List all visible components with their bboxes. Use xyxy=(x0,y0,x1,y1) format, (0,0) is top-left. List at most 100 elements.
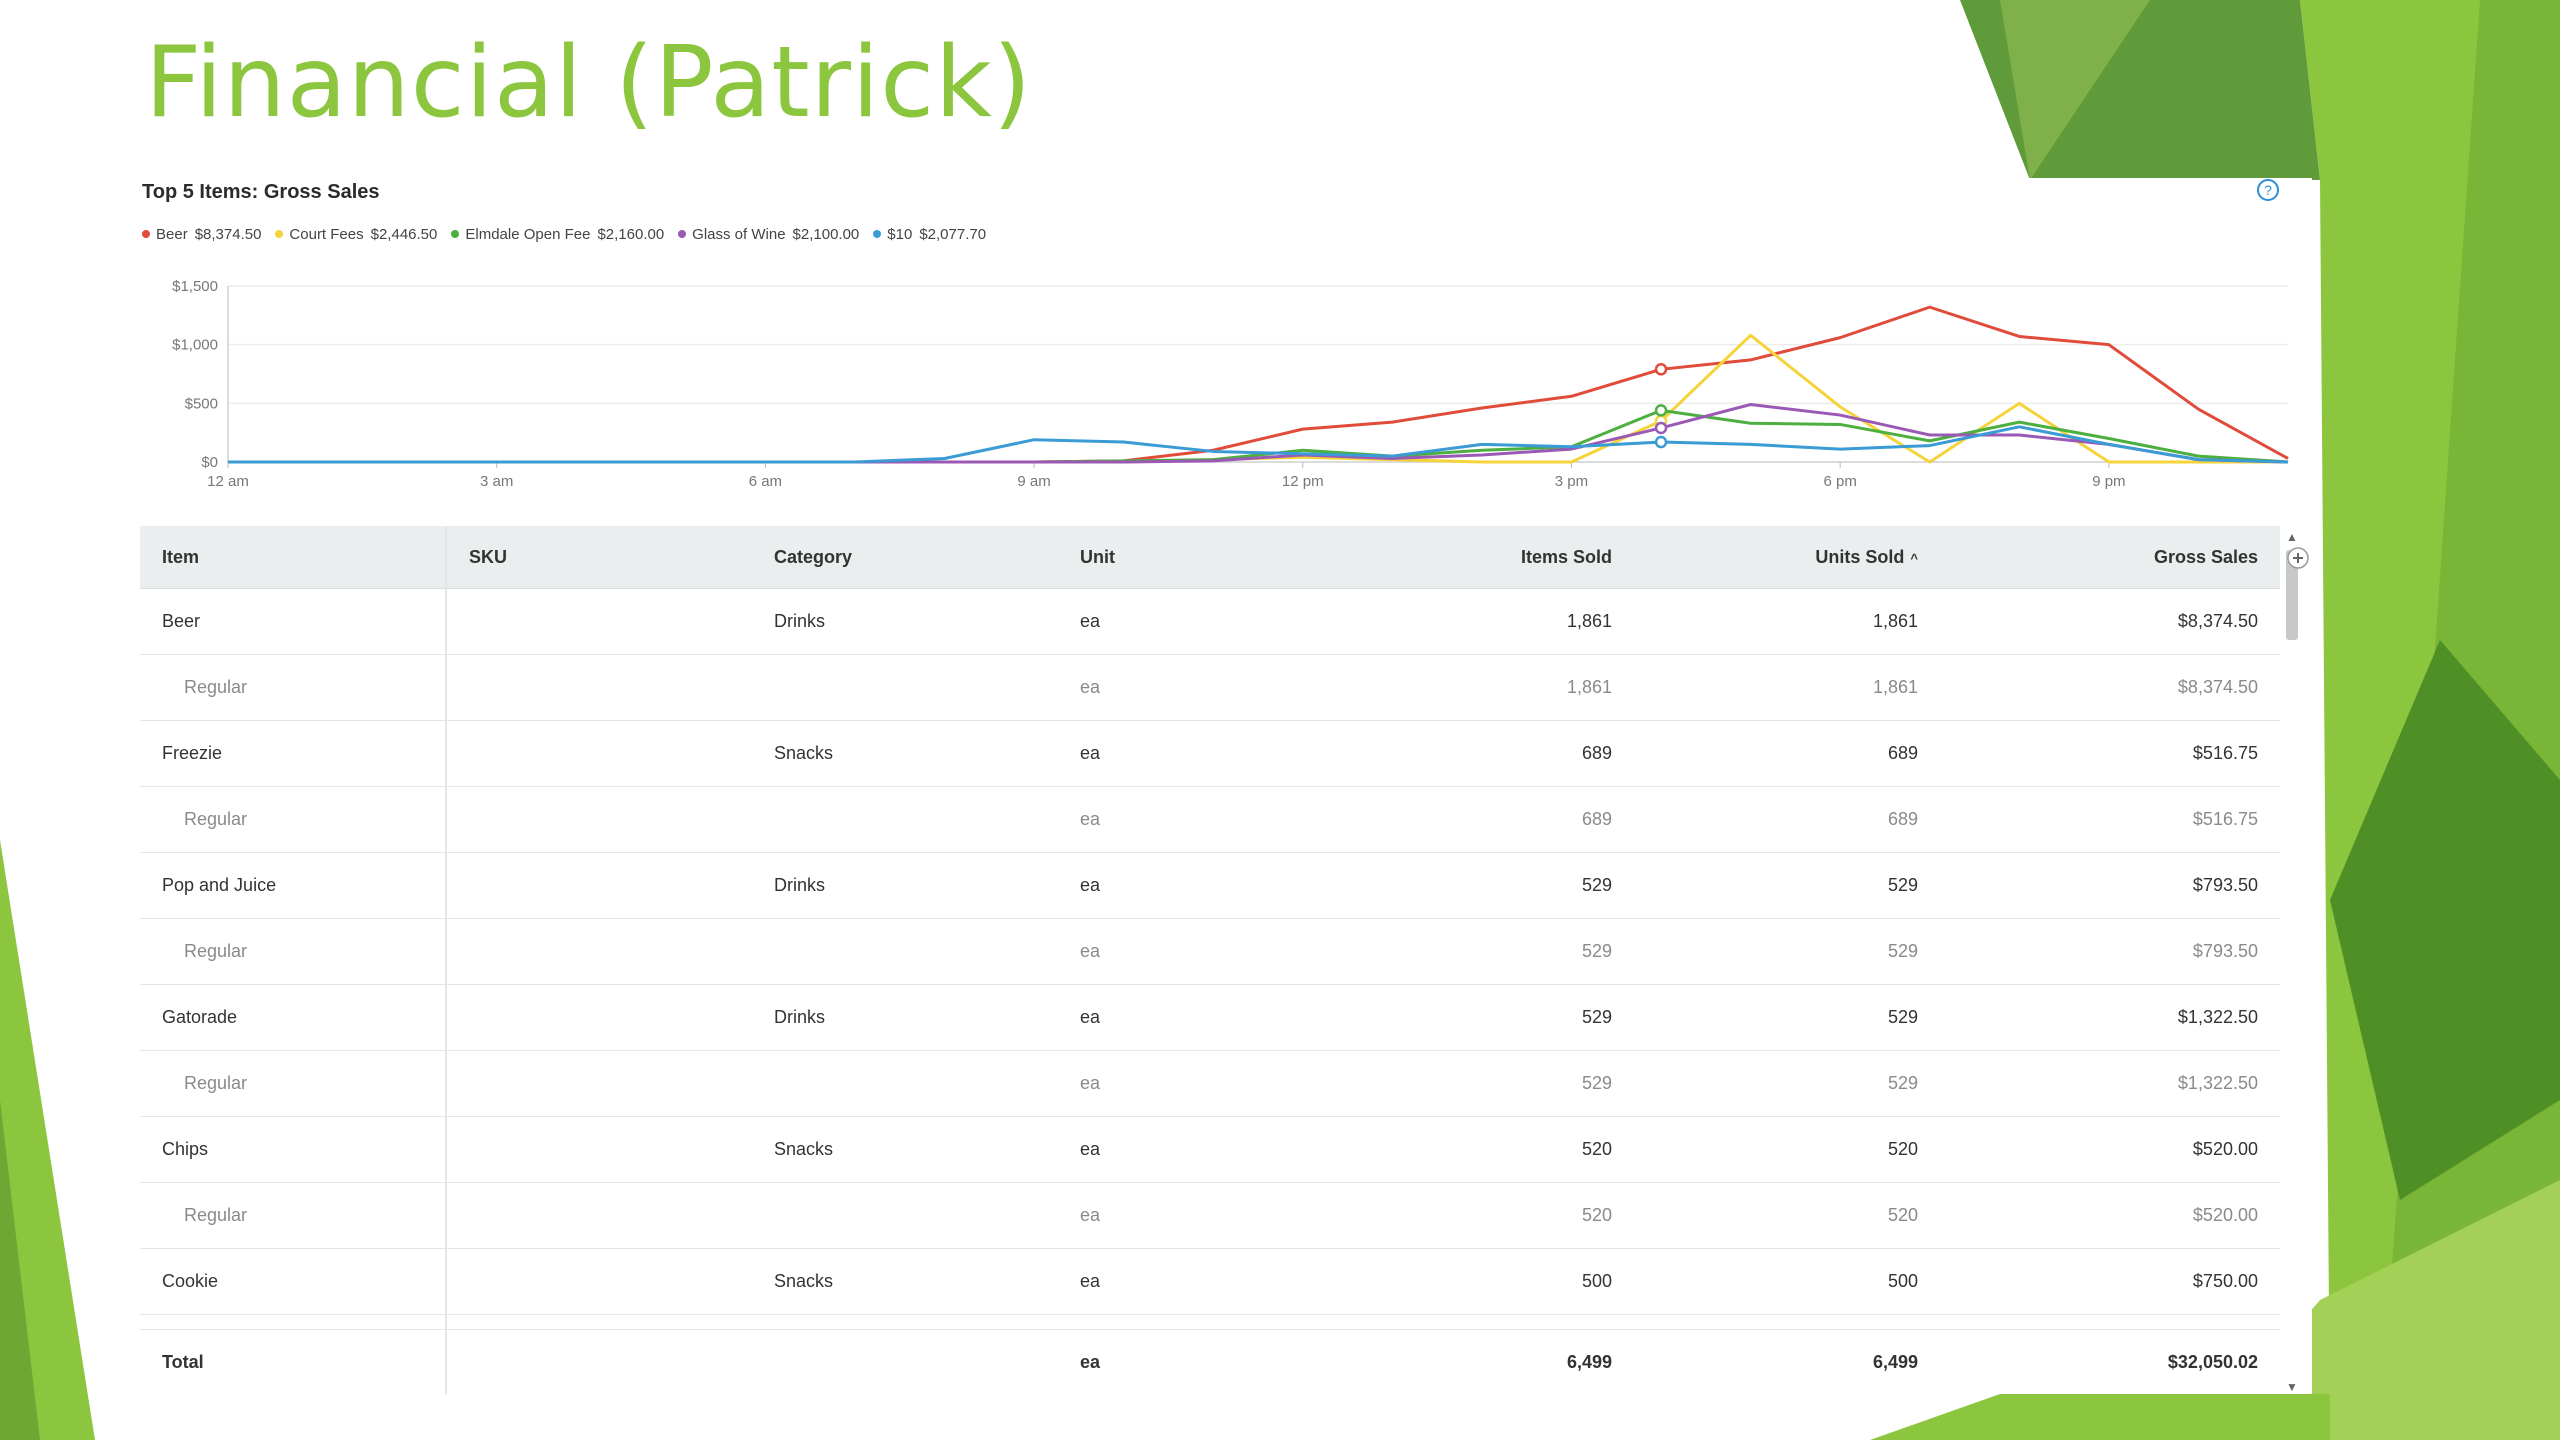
table-header-row: Item SKU Category Unit Items Sold Units … xyxy=(140,526,2280,589)
cell-category: Snacks xyxy=(752,1116,1058,1183)
column-header-item[interactable]: Item xyxy=(140,526,447,589)
help-circle-icon[interactable]: ? xyxy=(2256,178,2280,202)
cell-sku xyxy=(446,1050,752,1117)
table-subrow[interactable]: Regular ea 1,861 1,861 $8,374.50 xyxy=(140,654,2280,721)
cell-sku xyxy=(446,720,752,787)
column-header-gross-sales[interactable]: Gross Sales xyxy=(1940,526,2280,589)
cell-gross-sales: $750.00 xyxy=(1940,1248,2280,1315)
scrollbar-thumb[interactable] xyxy=(2286,550,2298,640)
table-row[interactable]: Beer Drinks ea 1,861 1,861 $8,374.50 xyxy=(140,588,2280,655)
cell-unit: ea xyxy=(1058,852,1298,919)
table-scrollbar[interactable]: ▲ ▼ xyxy=(2282,530,2300,1394)
cell-gross-sales: $516.75 xyxy=(1940,786,2280,853)
cell-sku xyxy=(446,1116,752,1183)
cell-unit: ea xyxy=(1058,1116,1298,1183)
cell-unit: ea xyxy=(1058,1050,1298,1117)
series-marker xyxy=(1654,421,1668,435)
cell-items-sold: 529 xyxy=(1298,918,1634,985)
cell-sku xyxy=(446,918,752,985)
legend-item[interactable]: Glass of Wine $2,100.00 xyxy=(678,226,859,243)
total-category xyxy=(752,1330,1058,1395)
plus-circle-icon[interactable] xyxy=(2286,546,2310,570)
legend-series-total: $2,160.00 xyxy=(597,225,665,243)
series-line xyxy=(228,305,2289,464)
table-total-row: Total ea 6,499 6,499 $32,050.02 xyxy=(140,1329,2280,1395)
cell-sku xyxy=(446,786,752,853)
items-table-wrapper: Item SKU Category Unit Items Sold Units … xyxy=(140,526,2280,1394)
series-marker xyxy=(1654,404,1668,417)
cell-units-sold: 529 xyxy=(1634,918,1940,985)
legend-item[interactable]: Court Fees $2,446.50 xyxy=(275,226,437,243)
series-marker xyxy=(1654,363,1668,376)
table-row[interactable]: Gatorade Drinks ea 529 529 $1,322.50 xyxy=(140,984,2280,1051)
legend-series-name: Court Fees xyxy=(289,225,364,243)
table-row[interactable]: Pop and Juice Drinks ea 529 529 $793.50 xyxy=(140,852,2280,919)
spacer-cell xyxy=(1634,1314,1940,1330)
cell-gross-sales: $8,374.50 xyxy=(1940,588,2280,655)
x-tick-label: 6 pm xyxy=(1823,473,1856,490)
cell-sku xyxy=(446,984,752,1051)
cell-sku xyxy=(446,654,752,721)
cell-items-sold: 689 xyxy=(1298,786,1634,853)
cell-category xyxy=(752,1050,1058,1117)
column-header-unit[interactable]: Unit xyxy=(1058,526,1298,589)
y-tick-label: $0 xyxy=(201,454,218,471)
column-header-units-sold-label: Units Sold xyxy=(1815,546,1905,567)
cell-items-sold: 689 xyxy=(1298,720,1634,787)
cell-unit: ea xyxy=(1058,1182,1298,1249)
legend-series-name: Elmdale Open Fee xyxy=(465,225,591,243)
sort-ascending-icon: ^ xyxy=(1910,550,1918,566)
cell-unit: ea xyxy=(1058,984,1298,1051)
cell-unit: ea xyxy=(1058,786,1298,853)
legend-item[interactable]: $10 $2,077.70 xyxy=(873,226,986,243)
table-subrow[interactable]: Regular ea 529 529 $793.50 xyxy=(140,918,2280,985)
cell-item: Freezie xyxy=(140,720,447,787)
spacer-cell xyxy=(446,1314,752,1330)
cell-sku xyxy=(446,588,752,655)
cell-unit: ea xyxy=(1058,654,1298,721)
total-unit: ea xyxy=(1080,1351,1101,1372)
table-row[interactable]: Freezie Snacks ea 689 689 $516.75 xyxy=(140,720,2280,787)
legend-item[interactable]: Beer $8,374.50 xyxy=(142,226,261,243)
cell-units-sold: 1,861 xyxy=(1634,654,1940,721)
cell-gross-sales: $520.00 xyxy=(1940,1116,2280,1183)
table-subrow[interactable]: Regular ea 520 520 $520.00 xyxy=(140,1182,2280,1249)
column-header-category[interactable]: Category xyxy=(752,526,1058,589)
table-subrow[interactable]: Regular ea 529 529 $1,322.50 xyxy=(140,1050,2280,1117)
total-items-sold: 6,499 xyxy=(1566,1351,1612,1372)
x-tick-label: 9 pm xyxy=(2092,473,2125,490)
column-header-units-sold[interactable]: Units Sold ^ xyxy=(1634,526,1940,589)
x-tick-label: 9 am xyxy=(1017,473,1050,490)
line-chart: $1,500 $1,000 $500 $0 12 am 3 am 6 am 9 am 12 pm… xyxy=(172,278,2289,490)
legend-series-total: $2,446.50 xyxy=(370,225,438,243)
series-line xyxy=(228,425,2289,464)
cell-category: Snacks xyxy=(752,1248,1058,1315)
total-units-sold: 6,499 xyxy=(1872,1351,1918,1372)
caret-down-icon[interactable]: ▼ xyxy=(2286,1380,2298,1394)
cell-sku xyxy=(446,852,752,919)
legend-series-name: Glass of Wine xyxy=(692,225,786,243)
cell-unit: ea xyxy=(1058,720,1298,787)
table-row[interactable]: Cookie Snacks ea 500 500 $750.00 xyxy=(140,1248,2280,1315)
spacer-cell xyxy=(1298,1314,1634,1330)
table-row[interactable]: Chips Snacks ea 520 520 $520.00 xyxy=(140,1116,2280,1183)
column-header-items-sold[interactable]: Items Sold xyxy=(1298,526,1634,589)
cell-gross-sales: $8,374.50 xyxy=(1940,654,2280,721)
cell-category xyxy=(752,654,1058,721)
cell-item: Regular xyxy=(140,1050,447,1117)
cell-category: Snacks xyxy=(752,720,1058,787)
cell-category: Drinks xyxy=(752,852,1058,919)
caret-up-icon[interactable]: ▲ xyxy=(2286,530,2298,544)
legend-item[interactable]: Elmdale Open Fee $2,160.00 xyxy=(451,226,664,243)
cell-units-sold: 500 xyxy=(1634,1248,1940,1315)
legend-dot-icon xyxy=(678,230,687,238)
legend-dot-icon xyxy=(451,230,460,238)
cell-sku xyxy=(446,1182,752,1249)
spacer-cell xyxy=(1940,1314,2280,1330)
chart-legend: Beer $8,374.50 Court Fees $2,446.50 Elmdale … xyxy=(142,223,1000,245)
cell-items-sold: 500 xyxy=(1298,1248,1634,1315)
table-subrow[interactable]: Regular ea 689 689 $516.75 xyxy=(140,786,2280,853)
column-header-sku[interactable]: SKU xyxy=(446,526,752,589)
y-tick-label: $500 xyxy=(185,395,218,412)
total-gross-sales: $32,050.02 xyxy=(2167,1351,2258,1372)
